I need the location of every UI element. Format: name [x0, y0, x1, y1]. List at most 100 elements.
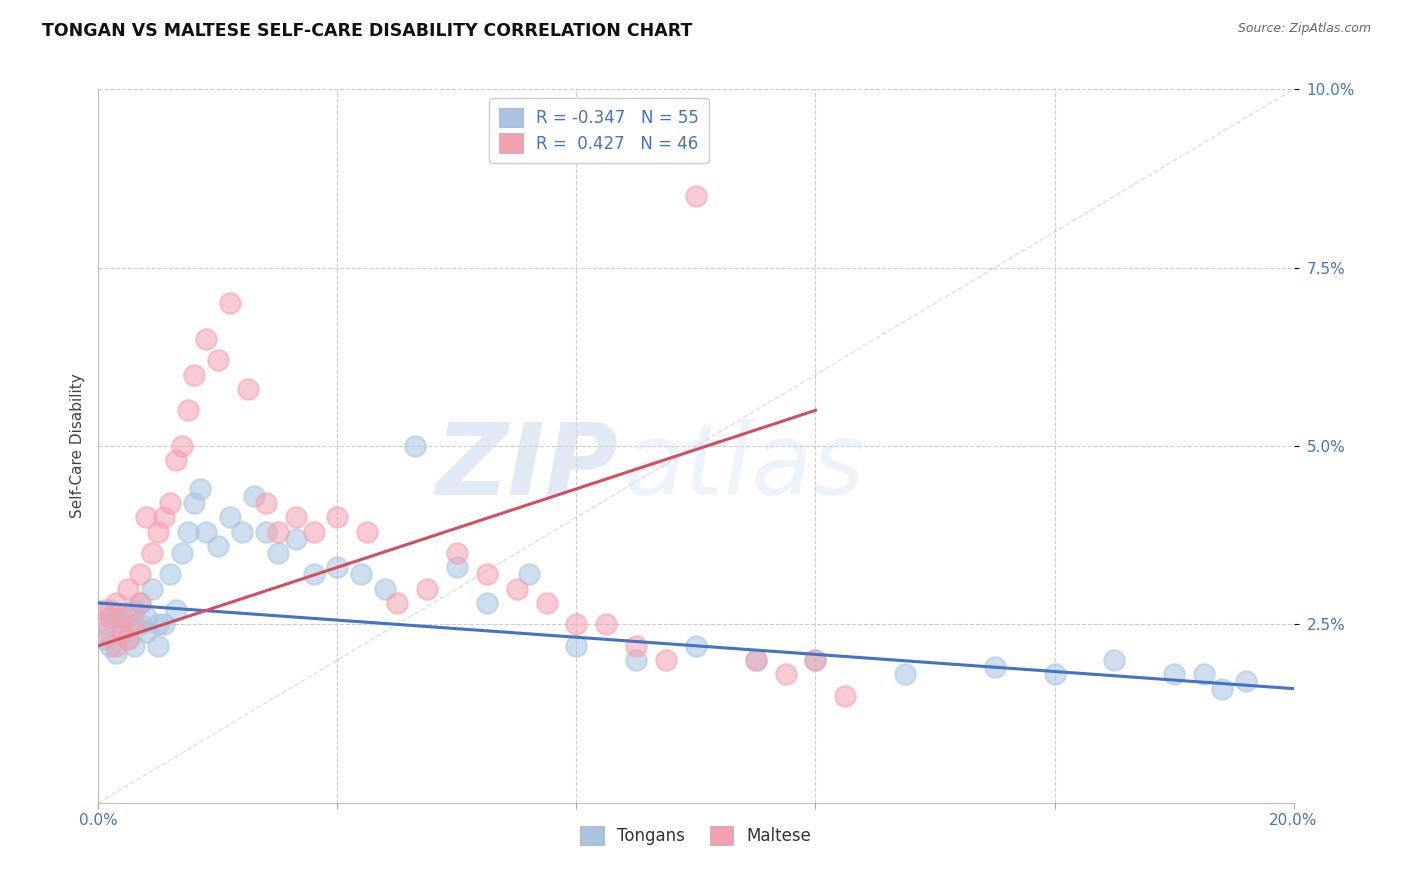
Point [894, 667, 917, 681]
Point [595, 617, 617, 632]
Text: Source: ZipAtlas.com: Source: ZipAtlas.com [1237, 22, 1371, 36]
Point [148, 617, 170, 632]
Text: atlas: atlas [624, 419, 866, 516]
Point [177, 403, 200, 417]
Point [93, 632, 115, 646]
Point [1163, 667, 1185, 681]
Point [446, 546, 468, 560]
Point [117, 632, 139, 646]
Point [1192, 667, 1215, 681]
Point [117, 632, 139, 646]
Point [124, 617, 146, 632]
Point [124, 639, 146, 653]
Point [111, 624, 134, 639]
Point [1211, 681, 1233, 696]
Point [745, 653, 768, 667]
Point [117, 610, 139, 624]
Point [475, 567, 498, 582]
Point [565, 617, 588, 632]
Point [404, 439, 426, 453]
Point [141, 582, 163, 596]
Point [219, 510, 242, 524]
Point [183, 496, 205, 510]
Point [165, 603, 187, 617]
Point [655, 653, 678, 667]
Point [165, 453, 187, 467]
Point [685, 189, 707, 203]
Point [111, 617, 134, 632]
Point [284, 510, 307, 524]
Point [135, 610, 157, 624]
Y-axis label: Self-Care Disability: Self-Care Disability [69, 374, 84, 518]
Text: TONGAN VS MALTESE SELF-CARE DISABILITY CORRELATION CHART: TONGAN VS MALTESE SELF-CARE DISABILITY C… [42, 22, 693, 40]
Point [1043, 667, 1066, 681]
Point [804, 653, 827, 667]
Point [93, 624, 115, 639]
Point [804, 653, 827, 667]
Point [98, 639, 122, 653]
Point [117, 582, 139, 596]
Point [231, 524, 253, 539]
Point [236, 382, 259, 396]
Point [93, 603, 115, 617]
Point [111, 624, 134, 639]
Point [416, 582, 439, 596]
Point [195, 524, 218, 539]
Point [177, 524, 200, 539]
Point [326, 560, 349, 574]
Point [517, 567, 540, 582]
Point [93, 617, 115, 632]
Point [626, 639, 648, 653]
Point [105, 596, 128, 610]
Point [243, 489, 266, 503]
Point [356, 524, 378, 539]
Point [111, 610, 134, 624]
Point [1104, 653, 1126, 667]
Point [302, 524, 325, 539]
Point [183, 368, 205, 382]
Point [1234, 674, 1257, 689]
Point [141, 546, 163, 560]
Point [219, 296, 242, 310]
Point [326, 510, 349, 524]
Point [302, 567, 325, 582]
Point [129, 596, 152, 610]
Point [626, 653, 648, 667]
Point [984, 660, 1007, 674]
Point [105, 610, 128, 624]
Point [98, 603, 122, 617]
Point [153, 510, 176, 524]
Point [105, 646, 128, 660]
Point [159, 496, 181, 510]
Point [350, 567, 373, 582]
Point [267, 546, 290, 560]
Point [254, 496, 277, 510]
Point [129, 596, 152, 610]
Point [153, 617, 176, 632]
Point [284, 532, 307, 546]
Point [207, 539, 229, 553]
Point [685, 639, 707, 653]
Legend: Tongans, Maltese: Tongans, Maltese [574, 819, 818, 852]
Point [267, 524, 290, 539]
Point [446, 560, 468, 574]
Point [536, 596, 558, 610]
Point [148, 524, 170, 539]
Point [105, 639, 128, 653]
Point [745, 653, 768, 667]
Point [475, 596, 498, 610]
Point [374, 582, 396, 596]
Point [135, 624, 157, 639]
Point [172, 439, 194, 453]
Text: ZIP: ZIP [436, 419, 619, 516]
Point [98, 610, 122, 624]
Point [834, 689, 856, 703]
Point [124, 603, 146, 617]
Point [129, 617, 152, 632]
Point [207, 353, 229, 368]
Point [254, 524, 277, 539]
Point [129, 567, 152, 582]
Point [172, 546, 194, 560]
Point [775, 667, 797, 681]
Point [195, 332, 218, 346]
